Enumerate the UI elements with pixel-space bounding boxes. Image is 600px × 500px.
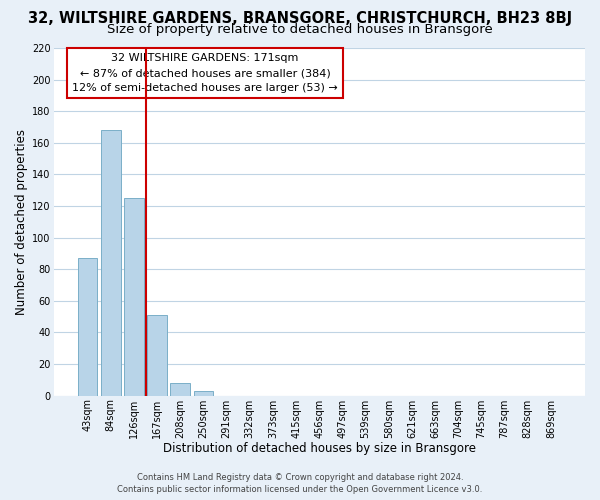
Text: 32 WILTSHIRE GARDENS: 171sqm
← 87% of detached houses are smaller (384)
12% of s: 32 WILTSHIRE GARDENS: 171sqm ← 87% of de…: [72, 53, 338, 93]
Bar: [147, 315, 167, 396]
Text: Contains HM Land Registry data © Crown copyright and database right 2024.
Contai: Contains HM Land Registry data © Crown c…: [118, 472, 482, 494]
Bar: [124, 198, 144, 396]
Bar: [194, 391, 213, 396]
Text: 32, WILTSHIRE GARDENS, BRANSGORE, CHRISTCHURCH, BH23 8BJ: 32, WILTSHIRE GARDENS, BRANSGORE, CHRIST…: [28, 11, 572, 26]
X-axis label: Distribution of detached houses by size in Bransgore: Distribution of detached houses by size …: [163, 442, 476, 455]
Text: Size of property relative to detached houses in Bransgore: Size of property relative to detached ho…: [107, 24, 493, 36]
Bar: [101, 130, 121, 396]
Bar: [170, 383, 190, 396]
Bar: [78, 258, 97, 396]
Y-axis label: Number of detached properties: Number of detached properties: [15, 129, 28, 315]
